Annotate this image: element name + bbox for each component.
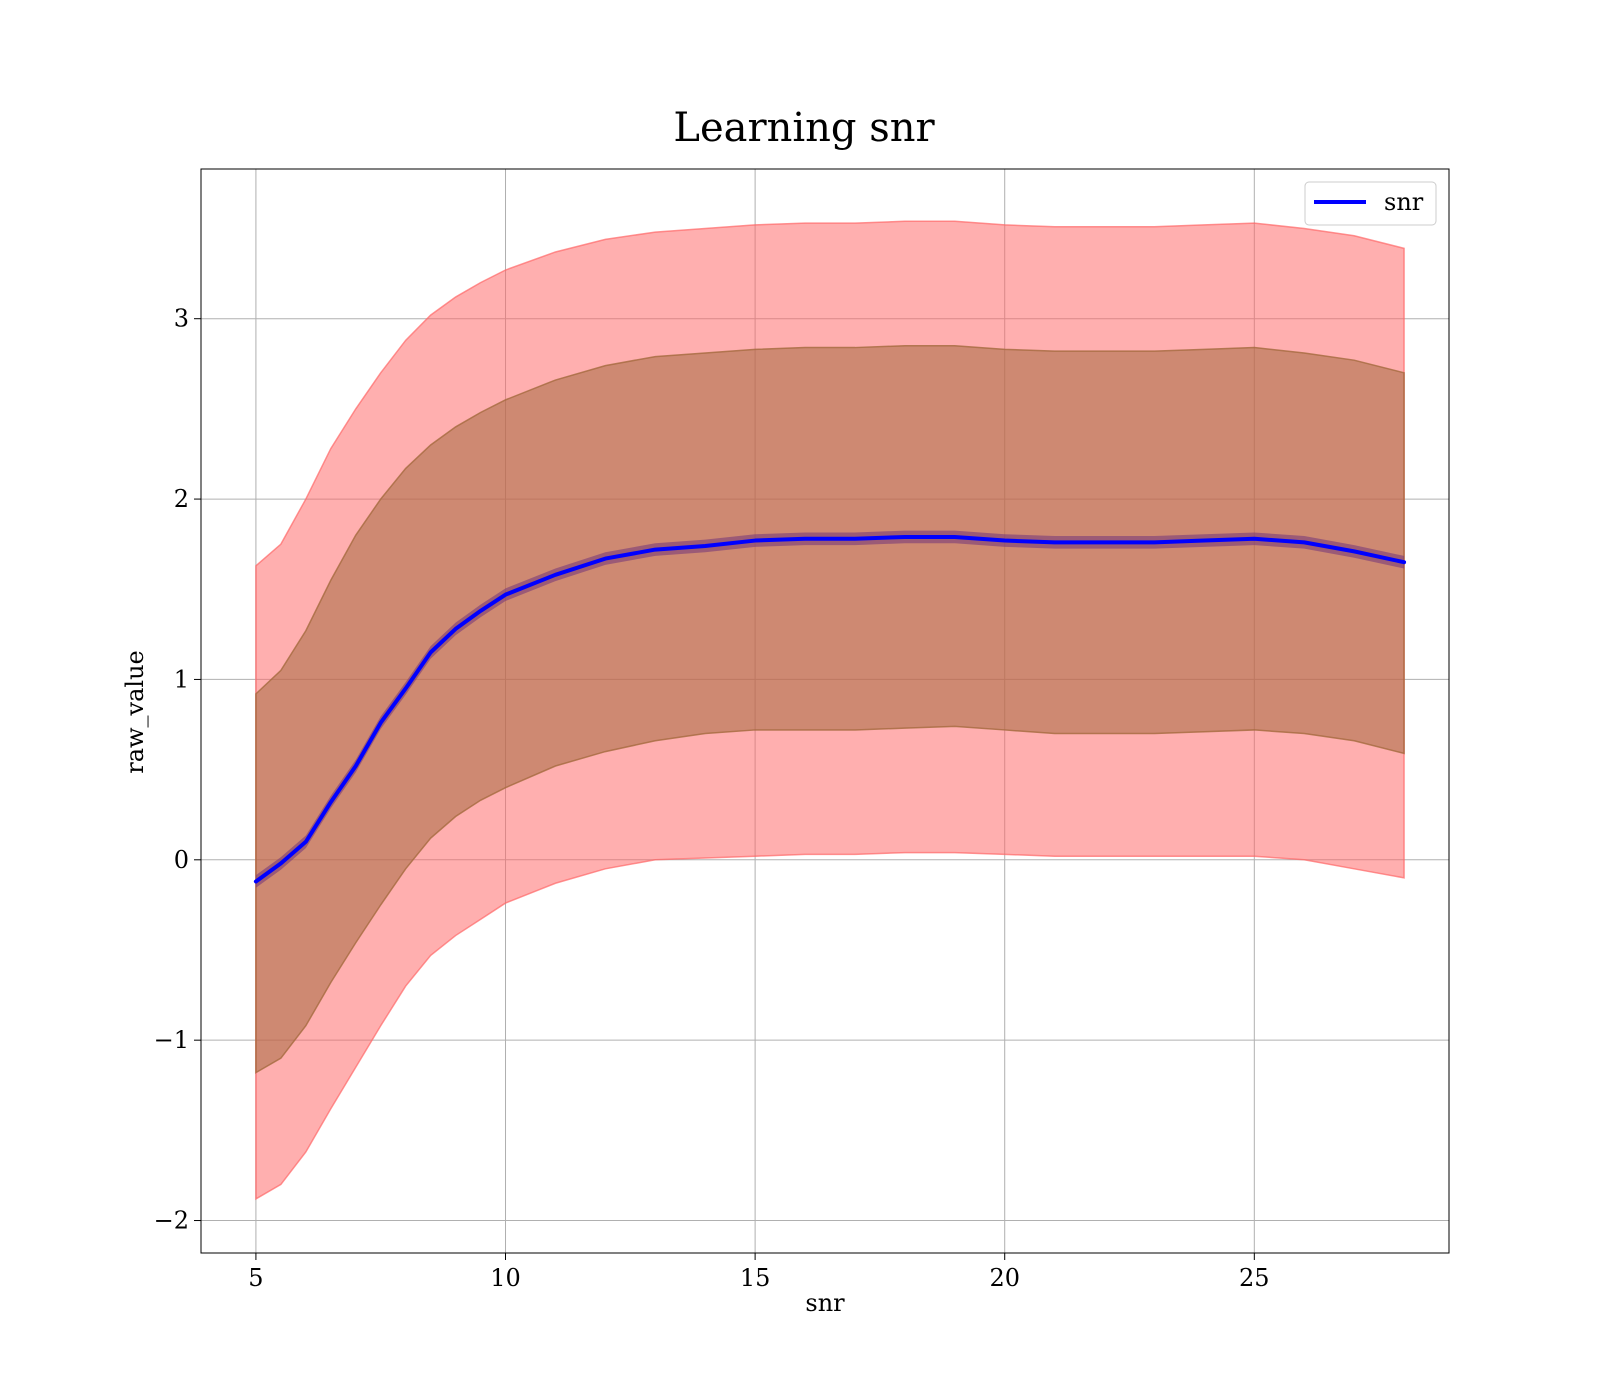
x-tick-label: 20 bbox=[989, 1264, 1020, 1292]
x-axis-ticks: 5 10 15 20 25 bbox=[248, 1253, 1270, 1292]
x-axis-label: snr bbox=[805, 1289, 845, 1317]
plot-frame bbox=[200, 168, 1450, 1254]
y-tick-label: 0 bbox=[174, 846, 189, 874]
legend: snr bbox=[1304, 181, 1437, 226]
x-tick-label: 5 bbox=[248, 1264, 263, 1292]
chart-title: Learning snr bbox=[673, 105, 935, 151]
y-tick-label: 1 bbox=[174, 665, 189, 693]
y-tick-label: 2 bbox=[174, 485, 189, 513]
x-tick-label: 15 bbox=[740, 1264, 771, 1292]
y-tick-label: −1 bbox=[154, 1026, 189, 1054]
legend-box bbox=[1304, 181, 1437, 226]
y-axis-ticks: −2 −1 0 1 2 3 bbox=[154, 305, 201, 1235]
series-line bbox=[253, 534, 1407, 884]
snr-line bbox=[253, 534, 1407, 884]
inner-band bbox=[255, 345, 1405, 1074]
y-axis-label: raw_value bbox=[121, 650, 149, 774]
legend-entry-snr: snr bbox=[1384, 188, 1424, 216]
y-tick-label: 3 bbox=[174, 305, 189, 333]
x-tick-label: 10 bbox=[490, 1264, 521, 1292]
inner-band-area bbox=[255, 345, 1405, 1074]
y-tick-label: −2 bbox=[154, 1207, 189, 1235]
x-tick-label: 25 bbox=[1239, 1264, 1270, 1292]
